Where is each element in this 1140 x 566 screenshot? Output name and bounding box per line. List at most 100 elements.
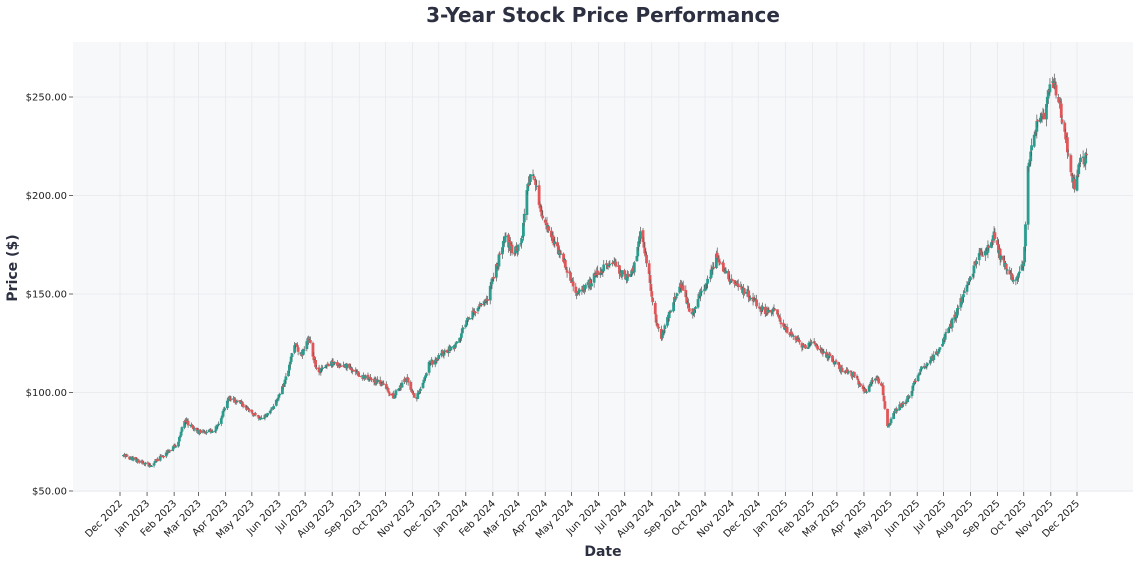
candle-body (886, 426, 890, 428)
candle-body (663, 325, 667, 330)
candle-body (869, 383, 873, 387)
candle-body (916, 375, 920, 382)
candle-body (302, 349, 306, 351)
candle-body (696, 299, 700, 308)
candle-body (777, 315, 781, 319)
candle-body (410, 390, 414, 392)
candle-body (674, 296, 678, 299)
candle-body (649, 283, 653, 291)
y-axis-ticks: $50.00 $100.00 $150.00 $200.00 $250.00 (26, 93, 73, 498)
candle-body (783, 328, 787, 331)
candle-body (742, 288, 746, 294)
candle-body (253, 413, 257, 415)
candle-body (966, 283, 970, 285)
candle-body (366, 374, 370, 380)
candle-body (838, 364, 841, 370)
candle-body (522, 213, 526, 223)
candle-body (607, 264, 611, 266)
candle-body (717, 258, 721, 263)
candle-body (727, 271, 731, 280)
candle-body (629, 274, 633, 277)
candle-body (186, 420, 190, 426)
candle-body (687, 302, 690, 308)
candle-body (490, 278, 494, 285)
candle-body (959, 298, 963, 308)
candle-body (179, 431, 183, 436)
candle-body (564, 268, 568, 270)
candle-body (319, 369, 323, 373)
candle-body (722, 270, 726, 272)
candle-body (1042, 112, 1046, 120)
candle-body (397, 388, 400, 391)
candle-body (1079, 157, 1082, 163)
candle-body (752, 298, 756, 301)
candle-body (351, 369, 355, 371)
candle-body (238, 400, 242, 402)
candle-body (990, 241, 994, 243)
candle-body (840, 367, 844, 372)
candle-body (482, 301, 486, 306)
candle-body (171, 446, 175, 450)
candle-body (791, 335, 795, 337)
candle-body (654, 314, 658, 323)
candle-body (849, 370, 853, 372)
candle-body (873, 378, 877, 381)
candle-body (173, 445, 177, 448)
y-tick-label: $100.00 (26, 388, 67, 399)
candle-body (465, 320, 469, 326)
candle-body (968, 279, 971, 281)
candle-body (819, 348, 823, 350)
candle-body (877, 378, 881, 384)
candle-body (540, 210, 544, 216)
candle-body (1063, 122, 1067, 132)
candle-body (229, 398, 233, 401)
candle-body (1020, 264, 1024, 271)
candle-body (492, 276, 496, 279)
candle-body (539, 207, 543, 212)
candle-body (888, 423, 892, 425)
candle-body (721, 262, 725, 272)
candle-body (714, 253, 718, 269)
candle-body (442, 352, 446, 356)
candle-body (574, 286, 578, 293)
candle-body (760, 309, 764, 312)
candle-body (797, 339, 801, 343)
candle-body (315, 367, 318, 369)
candle-body (948, 326, 951, 329)
candle-body (137, 460, 141, 463)
candle-body (515, 247, 518, 251)
candle-body (533, 179, 537, 181)
candle-body (219, 418, 223, 424)
candle-body (214, 426, 218, 431)
candle-body (1017, 273, 1020, 278)
candle-body (659, 328, 663, 339)
candle-body (213, 430, 217, 432)
candle-body (1046, 90, 1050, 99)
candle-body (904, 401, 908, 404)
grid-lines (73, 42, 1133, 492)
candle-body (769, 309, 773, 313)
candle-body (932, 354, 936, 361)
candle-body (881, 385, 885, 396)
candle-body (576, 293, 579, 295)
candle-body (661, 332, 665, 336)
candle-body (266, 413, 269, 416)
candle-body (755, 299, 758, 307)
candle-body (369, 377, 373, 380)
candle-body (887, 424, 891, 426)
candle-body (1060, 119, 1064, 123)
candle-body (296, 347, 300, 352)
candle-body (360, 376, 364, 378)
candle-body (647, 263, 651, 274)
candle-body (464, 324, 468, 328)
candle-body (520, 238, 524, 243)
candle-body (770, 312, 774, 314)
candle-body (592, 273, 596, 283)
candle-body (131, 457, 135, 461)
candle-body (423, 377, 427, 380)
candle-body (589, 279, 593, 286)
candle-body (782, 323, 786, 327)
candle-body (480, 303, 483, 306)
candle-body (1011, 280, 1015, 282)
